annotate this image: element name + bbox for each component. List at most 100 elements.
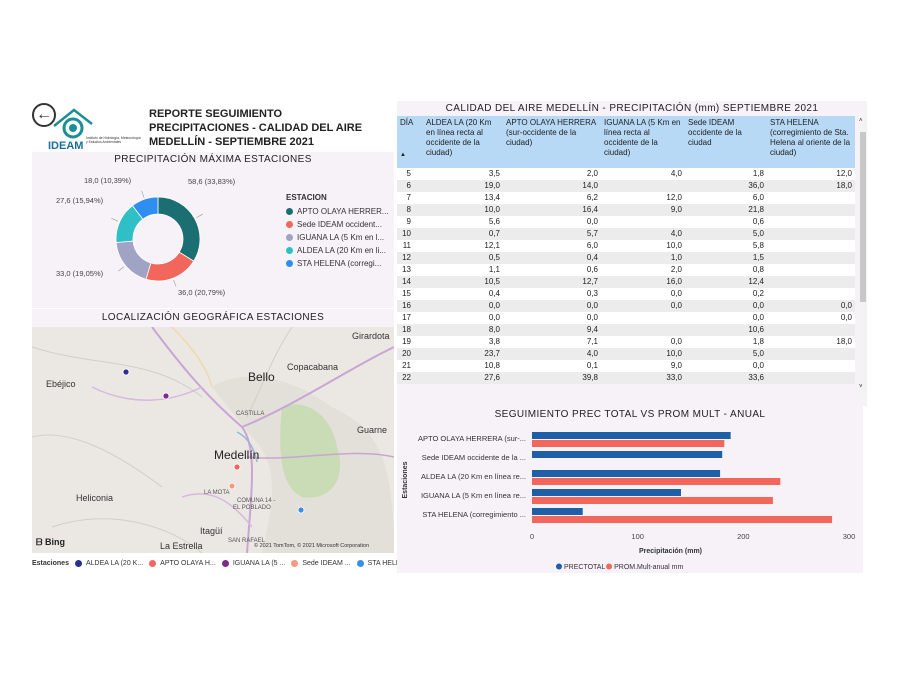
donut-slice[interactable] xyxy=(157,196,201,262)
value-cell: 23,7 xyxy=(423,348,503,360)
map-title: LOCALIZACIÓN GEOGRÁFICA ESTACIONES xyxy=(101,312,325,323)
value-cell xyxy=(767,324,855,336)
column-header[interactable]: DÍA ▲ xyxy=(397,116,423,168)
value-cell: 0,7 xyxy=(423,228,503,240)
bar-category-label: Sede IDEAM occidente de la ... xyxy=(422,453,526,462)
value-cell: 6,0 xyxy=(503,240,601,252)
station-map[interactable]: Girardota Copacabana Ebéjico Bello CASTI… xyxy=(32,327,394,553)
value-cell: 1,5 xyxy=(685,252,767,264)
bar-prom[interactable] xyxy=(532,440,725,447)
value-cell: 0,0 xyxy=(423,312,503,324)
donut-slice[interactable] xyxy=(145,251,195,282)
donut-leader-line xyxy=(118,266,125,272)
bar-prectotal[interactable] xyxy=(532,470,721,477)
map-legend-item[interactable]: APTO OLAYA H... xyxy=(149,559,216,567)
value-cell: 0,0 xyxy=(767,300,855,312)
value-cell xyxy=(767,288,855,300)
donut-legend-item[interactable]: Sede IDEAM occident... xyxy=(286,218,394,231)
column-header[interactable]: Sede IDEAM occidente de la ciudad xyxy=(685,116,767,168)
map-marker-sede xyxy=(228,482,236,490)
donut-chart: 58,6 (33,83%) 36,0 (20,79%) 33,0 (19,05%) 2… xyxy=(56,176,236,297)
value-cell xyxy=(767,204,855,216)
donut-data-label: 27,6 (15,94%) xyxy=(56,196,104,205)
value-cell: 0,0 xyxy=(423,300,503,312)
value-cell xyxy=(767,276,855,288)
precip-table-wrap[interactable]: DÍA ▲ ALDEA LA (20 Km en línea recta al o… xyxy=(397,116,863,404)
bar-legend-dot xyxy=(556,563,562,570)
donut-legend-item[interactable]: APTO OLAYA HERRER... xyxy=(286,205,394,218)
value-cell: 5,8 xyxy=(685,240,767,252)
logo-wordmark: IDEAM xyxy=(48,140,83,152)
table-row: 11 12,1 6,0 10,0 5,8 xyxy=(397,240,855,252)
value-cell: 33,6 xyxy=(685,372,767,384)
legend-dot xyxy=(286,234,293,241)
value-cell: 10,0 xyxy=(601,240,685,252)
bar-prectotal[interactable] xyxy=(532,451,723,458)
logo-subtitle: Instituto de Hidrología, Meteorología y … xyxy=(86,136,141,144)
value-cell: 14,0 xyxy=(503,180,601,192)
value-cell: 10,5 xyxy=(423,276,503,288)
table-row: 18 8,0 9,4 10,6 xyxy=(397,324,855,336)
back-button[interactable]: ← xyxy=(32,103,56,127)
map-label: SAN RAFAEL xyxy=(228,538,266,544)
table-row: 7 13,4 6,2 12,0 6,0 xyxy=(397,192,855,204)
map-legend-item[interactable]: ALDEA LA (20 K... xyxy=(74,559,143,567)
bar-prom[interactable] xyxy=(532,478,781,485)
column-header[interactable]: STA HELENA (corregimiento de Sta. Helena… xyxy=(767,116,855,168)
map-legend-item[interactable]: STA HELENA (... xyxy=(356,559,420,567)
value-cell: 0,3 xyxy=(503,288,601,300)
donut-leader-line xyxy=(111,218,118,222)
day-cell: 13 xyxy=(397,264,423,276)
donut-title: PRECIPITACIÓN MÁXIMA ESTACIONES xyxy=(114,154,312,165)
value-cell xyxy=(767,372,855,384)
value-cell: 36,0 xyxy=(685,180,767,192)
bar-prectotal[interactable] xyxy=(532,432,731,439)
bar-prom[interactable] xyxy=(532,497,773,504)
legend-dot xyxy=(286,260,293,267)
table-row: 20 23,7 4,0 10,0 5,0 xyxy=(397,348,855,360)
day-cell: 18 xyxy=(397,324,423,336)
value-cell: 0,0 xyxy=(503,216,601,228)
column-header[interactable]: ALDEA LA (20 Km en línea recta al occide… xyxy=(423,116,503,168)
day-cell: 19 xyxy=(397,336,423,348)
donut-legend-item[interactable]: ALDEA LA (20 Km en li... xyxy=(286,244,394,257)
value-cell: 2,0 xyxy=(503,168,601,180)
map-title-bar xyxy=(32,309,394,327)
map-label: Ebéjico xyxy=(46,379,76,389)
map-legend-item[interactable]: IGUANA LA (5 ... xyxy=(221,559,285,567)
map-label: Medellín xyxy=(214,448,260,462)
column-header[interactable]: IGUANA LA (5 Km en línea recta al occide… xyxy=(601,116,685,168)
value-cell xyxy=(767,348,855,360)
donut-legend-item[interactable]: IGUANA LA (5 Km en l... xyxy=(286,231,394,244)
value-cell: 9,0 xyxy=(601,204,685,216)
value-cell: 2,0 xyxy=(601,264,685,276)
bar-legend-label[interactable]: PROM.Mult-anual mm xyxy=(614,564,683,570)
day-cell: 20 xyxy=(397,348,423,360)
bar-prectotal[interactable] xyxy=(532,489,681,496)
table-row: 19 3,8 7,1 0,0 1,8 18,0 xyxy=(397,336,855,348)
donut-slice[interactable] xyxy=(115,240,152,280)
precip-table: DÍA ▲ ALDEA LA (20 Km en línea recta al o… xyxy=(397,116,855,384)
value-cell xyxy=(601,312,685,324)
value-cell: 1,8 xyxy=(685,336,767,348)
table-scrollbar[interactable]: ˄ ˅ xyxy=(859,118,867,394)
table-row: 15 0,4 0,3 0,0 0,2 xyxy=(397,288,855,300)
map-marker-iguana xyxy=(162,392,170,400)
value-cell: 8,0 xyxy=(423,324,503,336)
donut-data-label: 18,0 (10,39%) xyxy=(84,176,132,185)
value-cell: 10,0 xyxy=(601,348,685,360)
map-legend-item[interactable]: Sede IDEAM ... xyxy=(291,559,351,567)
bar-legend-label[interactable]: PRECTOTAL xyxy=(564,564,605,570)
column-header[interactable]: APTO OLAYA HERRERA (sur-occidente de la … xyxy=(503,116,601,168)
day-cell: 11 xyxy=(397,240,423,252)
map-marker-sta xyxy=(297,506,305,514)
donut-panel xyxy=(32,152,394,308)
donut-slice[interactable] xyxy=(131,196,159,220)
value-cell: 10,0 xyxy=(423,204,503,216)
day-cell: 9 xyxy=(397,216,423,228)
bar-prom[interactable] xyxy=(532,516,833,523)
bar-prectotal[interactable] xyxy=(532,508,583,515)
scroll-down-icon: ˅ xyxy=(859,384,863,390)
donut-legend-item[interactable]: STA HELENA (corregi... xyxy=(286,257,394,270)
x-tick-label: 200 xyxy=(737,532,750,541)
